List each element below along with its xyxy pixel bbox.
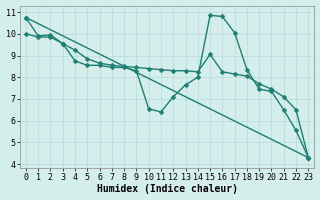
X-axis label: Humidex (Indice chaleur): Humidex (Indice chaleur): [97, 184, 237, 194]
